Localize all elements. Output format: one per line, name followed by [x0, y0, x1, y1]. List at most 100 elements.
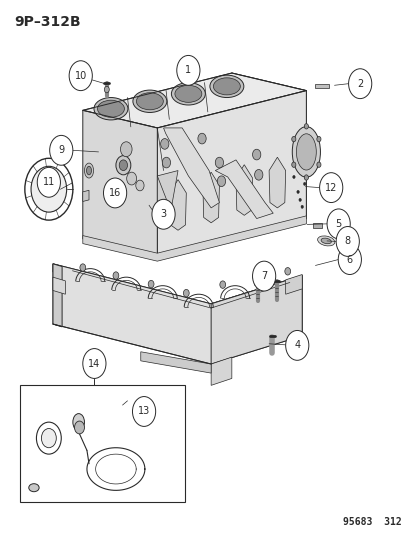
FancyBboxPatch shape	[20, 385, 185, 502]
Circle shape	[148, 280, 154, 288]
Polygon shape	[140, 352, 211, 373]
Polygon shape	[83, 216, 306, 261]
Polygon shape	[83, 110, 157, 256]
Ellipse shape	[94, 98, 128, 120]
Circle shape	[132, 397, 155, 426]
Polygon shape	[231, 73, 306, 219]
Circle shape	[135, 180, 144, 191]
Text: 2: 2	[356, 79, 363, 88]
Circle shape	[104, 86, 109, 93]
Circle shape	[31, 166, 66, 212]
Circle shape	[300, 205, 303, 208]
Ellipse shape	[28, 484, 39, 491]
Text: 12: 12	[324, 183, 337, 192]
Ellipse shape	[73, 414, 84, 431]
Ellipse shape	[86, 166, 91, 175]
Polygon shape	[83, 73, 306, 128]
Ellipse shape	[296, 134, 316, 170]
Polygon shape	[157, 171, 178, 208]
Polygon shape	[157, 91, 306, 256]
Circle shape	[160, 139, 169, 149]
Circle shape	[41, 429, 56, 448]
Polygon shape	[211, 357, 231, 385]
Circle shape	[74, 421, 84, 434]
Ellipse shape	[171, 83, 205, 105]
Circle shape	[296, 190, 299, 193]
Ellipse shape	[317, 236, 334, 246]
Text: 10: 10	[74, 71, 87, 80]
Circle shape	[316, 136, 320, 142]
Text: 7: 7	[260, 271, 267, 281]
Polygon shape	[315, 84, 328, 88]
Polygon shape	[211, 276, 301, 364]
Circle shape	[126, 172, 136, 185]
Polygon shape	[53, 277, 65, 294]
Ellipse shape	[136, 93, 163, 110]
Circle shape	[254, 169, 262, 180]
Polygon shape	[53, 264, 301, 312]
Text: 14: 14	[88, 359, 100, 368]
Circle shape	[326, 209, 349, 239]
Polygon shape	[163, 128, 219, 208]
Polygon shape	[285, 274, 301, 294]
Circle shape	[183, 289, 189, 297]
Circle shape	[80, 264, 85, 271]
Text: 8: 8	[344, 237, 350, 246]
Circle shape	[284, 268, 290, 275]
Circle shape	[215, 157, 223, 168]
Ellipse shape	[97, 100, 124, 117]
Circle shape	[116, 156, 131, 175]
Circle shape	[197, 133, 206, 144]
Ellipse shape	[133, 90, 166, 112]
Polygon shape	[202, 172, 219, 223]
Circle shape	[291, 162, 295, 167]
Polygon shape	[83, 190, 89, 201]
Circle shape	[304, 124, 308, 129]
Circle shape	[103, 178, 126, 208]
Text: 95683  312: 95683 312	[342, 516, 401, 527]
Circle shape	[319, 173, 342, 203]
Text: 13: 13	[138, 407, 150, 416]
Circle shape	[119, 160, 127, 171]
Circle shape	[304, 175, 308, 180]
Circle shape	[219, 281, 225, 288]
Ellipse shape	[209, 75, 243, 98]
Text: 5: 5	[335, 219, 341, 229]
Ellipse shape	[174, 85, 202, 102]
Circle shape	[252, 261, 275, 291]
Circle shape	[252, 274, 258, 281]
Circle shape	[303, 182, 305, 185]
Circle shape	[120, 142, 132, 157]
Ellipse shape	[292, 127, 320, 177]
Ellipse shape	[320, 238, 330, 244]
Circle shape	[316, 162, 320, 167]
Text: 16: 16	[109, 188, 121, 198]
Circle shape	[69, 61, 92, 91]
Circle shape	[291, 136, 295, 142]
Polygon shape	[312, 223, 321, 228]
Text: 3: 3	[160, 209, 166, 219]
Circle shape	[348, 69, 371, 99]
Circle shape	[83, 349, 106, 378]
Text: 6: 6	[346, 255, 352, 264]
Polygon shape	[53, 264, 62, 327]
Circle shape	[162, 157, 170, 168]
Polygon shape	[169, 180, 186, 230]
Ellipse shape	[84, 163, 93, 178]
Polygon shape	[235, 165, 252, 215]
Circle shape	[50, 135, 73, 165]
Text: 11: 11	[43, 177, 55, 187]
Circle shape	[252, 149, 260, 160]
Ellipse shape	[213, 78, 240, 95]
Circle shape	[36, 422, 61, 454]
Polygon shape	[53, 264, 301, 364]
Circle shape	[285, 330, 308, 360]
Circle shape	[337, 245, 361, 274]
Circle shape	[37, 167, 60, 197]
Circle shape	[217, 176, 225, 187]
Text: 9: 9	[58, 146, 64, 155]
Text: 1: 1	[185, 66, 191, 75]
Circle shape	[176, 55, 199, 85]
Polygon shape	[215, 160, 273, 219]
Circle shape	[335, 227, 358, 256]
